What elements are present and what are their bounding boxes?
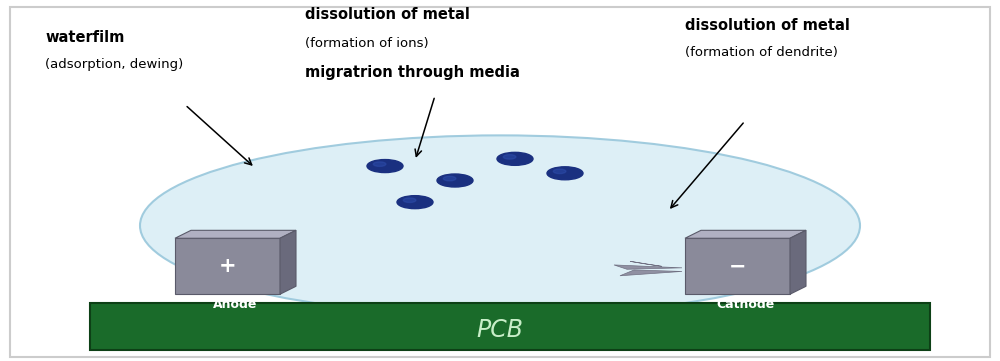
Circle shape [437, 174, 473, 187]
Text: dissolution of metal: dissolution of metal [685, 18, 850, 33]
Circle shape [367, 160, 403, 173]
Text: PCB: PCB [477, 318, 524, 343]
Text: +: + [219, 256, 236, 276]
Text: dissolution of metal: dissolution of metal [305, 7, 470, 22]
Text: waterfilm: waterfilm [45, 30, 124, 45]
Text: (adsorption, dewing): (adsorption, dewing) [45, 58, 183, 71]
FancyBboxPatch shape [175, 238, 280, 294]
Text: (formation of dendrite): (formation of dendrite) [685, 46, 838, 59]
Text: Anode: Anode [213, 298, 258, 311]
FancyBboxPatch shape [90, 303, 930, 350]
Ellipse shape [140, 135, 860, 316]
Polygon shape [175, 230, 296, 238]
Circle shape [553, 169, 566, 174]
Polygon shape [614, 265, 682, 269]
Polygon shape [630, 261, 662, 266]
Polygon shape [790, 230, 806, 294]
Text: −: − [729, 256, 746, 276]
Circle shape [503, 155, 516, 159]
Circle shape [397, 196, 433, 209]
Text: Cathode: Cathode [716, 298, 775, 311]
Polygon shape [620, 270, 682, 276]
Circle shape [373, 162, 386, 166]
Circle shape [547, 167, 583, 180]
Circle shape [497, 152, 533, 165]
Polygon shape [280, 230, 296, 294]
Circle shape [403, 198, 416, 203]
FancyBboxPatch shape [685, 238, 790, 294]
Circle shape [443, 176, 456, 181]
Polygon shape [685, 230, 806, 238]
Text: migratrion through media: migratrion through media [305, 65, 520, 80]
Text: (formation of ions): (formation of ions) [305, 37, 429, 50]
